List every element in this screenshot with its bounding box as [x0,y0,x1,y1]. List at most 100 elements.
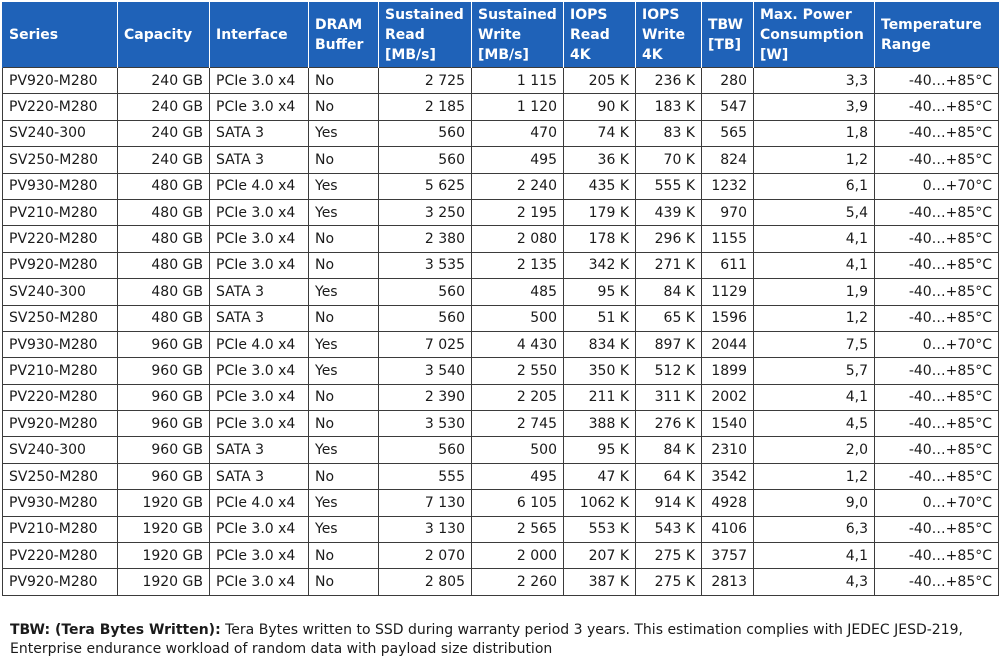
cell-iops-read: 388 K [563,410,636,438]
cell-series: SV250-M280 [2,462,118,491]
cell-sustained-read: 3 530 [378,410,472,438]
cell-sustained-read: 555 [378,462,472,491]
cell-sustained-write: 500 [471,436,564,464]
cell-iops-write: 275 K [635,568,702,596]
table-row: PV220-M280 240 GB PCIe 3.0 x4 No 2 185 1 120 9… [2,93,999,121]
cell-max-power: 4,1 [753,251,875,280]
cell-sustained-read: 2 390 [378,383,472,412]
col-header-iops-read: IOPS Read 4K [563,2,636,68]
cell-sustained-read: 3 250 [378,198,472,227]
cell-iops-read: 205 K [563,66,636,95]
cell-tbw: 547 [701,93,754,121]
cell-tbw: 1540 [701,410,754,438]
col-header-max-power: Max. Power Consumption [W] [753,2,875,68]
cell-iops-write: 914 K [635,489,702,517]
cell-capacity: 480 GB [117,251,210,280]
table-row: PV920-M280 960 GB PCIe 3.0 x4 No 3 530 2 745 3… [2,410,999,438]
cell-max-power: 6,3 [753,515,875,544]
cell-series: PV220-M280 [2,542,118,570]
table-row: PV210-M280 1920 GB PCIe 3.0 x4 Yes 3 130 2 56… [2,515,999,544]
cell-tbw: 4928 [701,489,754,517]
cell-capacity: 240 GB [117,93,210,121]
col-header-sustained-read: Sustained Read [MB/s] [378,2,472,68]
cell-capacity: 480 GB [117,198,210,227]
table-row: PV920-M280 480 GB PCIe 3.0 x4 No 3 535 2 135 3… [2,251,999,280]
cell-sustained-read: 5 625 [378,172,472,200]
cell-tbw: 1899 [701,357,754,385]
table-row: PV930-M280 480 GB PCIe 4.0 x4 Yes 5 625 2 240… [2,172,999,200]
cell-sustained-read: 3 130 [378,515,472,544]
cell-tbw: 1232 [701,172,754,200]
cell-series: SV240-300 [2,278,118,306]
cell-capacity: 1920 GB [117,542,210,570]
cell-max-power: 3,3 [753,66,875,95]
cell-tbw: 280 [701,66,754,95]
cell-dram-buffer: Yes [308,119,379,148]
col-header-sustained-write: Sustained Write [MB/s] [471,2,564,68]
cell-interface: PCIe 3.0 x4 [209,410,309,438]
cell-dram-buffer: Yes [308,436,379,464]
cell-temperature: -40…+85°C [874,225,999,253]
tbw-footnote: TBW: (Tera Bytes Written): Tera Bytes wr… [10,621,990,659]
cell-tbw: 824 [701,146,754,174]
table-row: SV240-300 240 GB SATA 3 Yes 560 470 74 K 83 K 56… [2,119,999,148]
cell-sustained-read: 2 805 [378,568,472,596]
cell-series: SV250-M280 [2,304,118,332]
cell-series: SV240-300 [2,119,118,148]
table-row: PV920-M280 240 GB PCIe 3.0 x4 No 2 725 1 115 2… [2,66,999,95]
cell-sustained-read: 2 070 [378,542,472,570]
cell-max-power: 5,4 [753,198,875,227]
cell-temperature: -40…+85°C [874,251,999,280]
cell-sustained-read: 2 725 [378,66,472,95]
cell-temperature: -40…+85°C [874,542,999,570]
cell-temperature: -40…+85°C [874,66,999,95]
cell-dram-buffer: Yes [308,515,379,544]
cell-temperature: -40…+85°C [874,410,999,438]
cell-iops-read: 179 K [563,198,636,227]
cell-max-power: 4,1 [753,383,875,412]
cell-tbw: 970 [701,198,754,227]
cell-temperature: -40…+85°C [874,462,999,491]
cell-tbw: 3757 [701,542,754,570]
cell-sustained-read: 2 380 [378,225,472,253]
cell-iops-read: 1062 K [563,489,636,517]
cell-sustained-write: 6 105 [471,489,564,517]
col-header-iops-write: IOPS Write 4K [635,2,702,68]
cell-max-power: 7,5 [753,330,875,359]
cell-series: SV240-300 [2,436,118,464]
cell-max-power: 4,1 [753,225,875,253]
table-row: SV250-M280 240 GB SATA 3 No 560 495 36 K 70 K 82… [2,146,999,174]
cell-interface: SATA 3 [209,119,309,148]
cell-capacity: 240 GB [117,146,210,174]
cell-max-power: 6,1 [753,172,875,200]
cell-dram-buffer: No [308,304,379,332]
cell-interface: PCIe 3.0 x4 [209,542,309,570]
cell-sustained-write: 2 000 [471,542,564,570]
cell-dram-buffer: No [308,225,379,253]
cell-sustained-write: 500 [471,304,564,332]
cell-iops-read: 435 K [563,172,636,200]
cell-capacity: 1920 GB [117,489,210,517]
cell-iops-write: 65 K [635,304,702,332]
cell-iops-write: 183 K [635,93,702,121]
cell-interface: PCIe 4.0 x4 [209,489,309,517]
cell-dram-buffer: Yes [308,172,379,200]
cell-iops-read: 553 K [563,515,636,544]
cell-max-power: 4,3 [753,568,875,596]
cell-interface: PCIe 3.0 x4 [209,93,309,121]
cell-sustained-write: 2 565 [471,515,564,544]
table-row: PV220-M280 1920 GB PCIe 3.0 x4 No 2 070 2 000… [2,542,999,570]
cell-temperature: -40…+85°C [874,198,999,227]
cell-dram-buffer: Yes [308,489,379,517]
cell-sustained-read: 560 [378,146,472,174]
cell-iops-write: 83 K [635,119,702,148]
cell-sustained-write: 2 205 [471,383,564,412]
cell-max-power: 4,1 [753,542,875,570]
cell-sustained-read: 560 [378,304,472,332]
cell-sustained-read: 3 540 [378,357,472,385]
cell-iops-write: 276 K [635,410,702,438]
cell-temperature: -40…+85°C [874,357,999,385]
col-header-series: Series [2,2,118,68]
cell-capacity: 960 GB [117,410,210,438]
cell-capacity: 240 GB [117,119,210,148]
